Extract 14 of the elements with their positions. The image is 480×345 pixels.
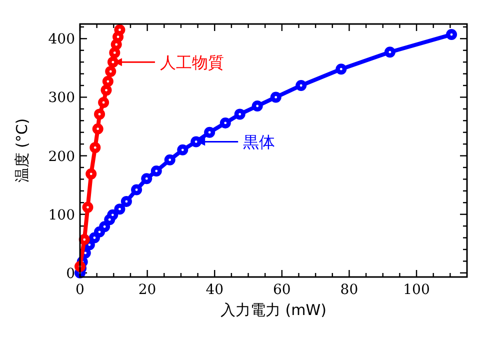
y-tick-label: 400 xyxy=(48,32,75,48)
y-tick-label: 200 xyxy=(48,148,75,165)
x-tick-label: 100 xyxy=(403,282,430,298)
x-tick-label: 20 xyxy=(138,282,156,298)
y-tick-label: 0 xyxy=(66,266,75,282)
annotation: 人工物質 xyxy=(160,53,224,72)
y-tick-label: 100 xyxy=(48,207,75,224)
y-tick-label: 300 xyxy=(48,90,75,106)
x-tick-label: 60 xyxy=(273,282,291,298)
y-axis-title: 温度 (°C) xyxy=(13,118,31,183)
x-tick-label: 80 xyxy=(340,282,358,298)
annotation: 黒体 xyxy=(243,132,276,152)
x-tick-label: 40 xyxy=(206,282,224,298)
x-axis-title: 入力電力 (mW) xyxy=(220,301,326,319)
